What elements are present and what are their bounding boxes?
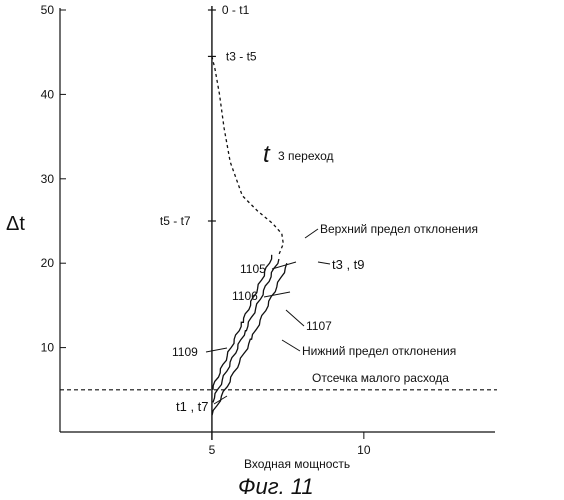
y-axis-label: Δt — [6, 213, 25, 235]
x-tick-label: 5 — [209, 443, 216, 457]
leader-upper-limit — [305, 229, 318, 238]
axis-mark-label-t3-t5: t3 - t5 — [226, 49, 257, 63]
series-line-1107 — [212, 263, 287, 415]
annotations: Δt Входная мощность Фиг. 11 1105 1106 1107… — [6, 141, 478, 499]
leader-lower-limit — [282, 340, 300, 351]
y-tick-label: 30 — [41, 172, 55, 186]
x-tick-label: 10 — [357, 443, 371, 457]
annotation-1109: 1109 — [172, 345, 198, 359]
series-transition-dashed — [212, 56, 283, 254]
y-tick-label: 50 — [41, 3, 55, 17]
x-axis-label: Входная мощность — [244, 457, 350, 471]
leader-t3-t9 — [318, 262, 330, 264]
annotation-1105: 1105 — [240, 262, 266, 276]
annotation-upper-limit: Верхний предел отклонения — [320, 222, 478, 236]
leader-1106 — [264, 292, 290, 297]
annotation-t-symbol: t — [263, 141, 271, 168]
series-group — [212, 56, 287, 415]
leader-1107 — [286, 310, 304, 326]
y-tick-label: 40 — [41, 87, 55, 101]
leader-1109 — [206, 348, 227, 352]
axis-mark-label-0-t1: 0 - t1 — [222, 3, 250, 17]
annotation-t1-t7: t1 , t7 — [176, 399, 209, 414]
annotation-1107: 1107 — [306, 319, 332, 333]
annotation-lower-limit: Нижний предел отклонения — [302, 344, 456, 358]
annotation-t3-t9: t3 , t9 — [332, 257, 365, 272]
cutoff-label: Отсечка малого расхода — [312, 371, 449, 385]
axis-mark-label-t5-t7: t5 - t7 — [160, 214, 191, 228]
cutoff-group: Отсечка малого расхода — [60, 371, 497, 390]
annotation-transition: 3 переход — [278, 149, 334, 163]
leader-t1-t7 — [214, 396, 227, 404]
y-tick-label: 10 — [41, 341, 55, 355]
figure-caption: Фиг. 11 — [238, 474, 314, 499]
annotation-1106: 1106 — [232, 289, 258, 303]
series-line-1106 — [213, 259, 279, 403]
y-tick-label: 20 — [41, 256, 55, 270]
